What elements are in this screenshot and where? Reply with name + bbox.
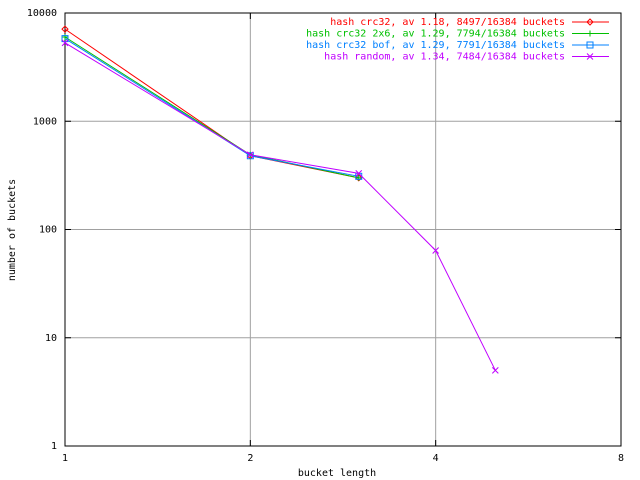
point bbox=[586, 18, 594, 26]
point bbox=[61, 25, 69, 33]
marker-shape bbox=[61, 25, 69, 33]
y-axis-label: number of buckets bbox=[7, 179, 18, 281]
marker-stroke bbox=[586, 53, 594, 60]
point bbox=[246, 151, 254, 159]
point bbox=[61, 35, 69, 43]
marker-stroke bbox=[246, 151, 254, 159]
point bbox=[355, 174, 363, 182]
legend-label: hash crc32 2x6, av 1.29, 7794/16384 buck… bbox=[306, 29, 565, 40]
marker-shape bbox=[586, 41, 594, 49]
x-tick-label: 8 bbox=[618, 453, 624, 464]
marker-shape bbox=[586, 18, 594, 26]
marker-shape bbox=[61, 35, 69, 43]
point bbox=[587, 30, 593, 37]
point bbox=[61, 39, 69, 47]
y-tick-label: 10000 bbox=[27, 8, 57, 19]
marker-shape bbox=[355, 174, 363, 182]
y-tick-label: 100 bbox=[39, 225, 57, 236]
point bbox=[586, 53, 594, 60]
marker-stroke bbox=[61, 39, 69, 47]
plot-frame bbox=[64, 12, 622, 447]
legend-label: hash crc32, av 1.18, 8497/16384 buckets bbox=[330, 17, 565, 28]
y-tick-label: 10 bbox=[45, 333, 57, 344]
series-line bbox=[64, 36, 359, 179]
series-line bbox=[64, 38, 359, 177]
x-axis-label: bucket length bbox=[298, 468, 376, 479]
series-line bbox=[64, 42, 496, 371]
series-line bbox=[64, 28, 359, 179]
marker-stroke bbox=[491, 366, 499, 374]
point bbox=[355, 170, 363, 177]
marker-stroke bbox=[355, 170, 363, 177]
x-tick-label: 1 bbox=[62, 453, 68, 464]
point bbox=[432, 247, 440, 254]
legend-label: hash crc32 bof, av 1.29, 7791/16384 buck… bbox=[306, 40, 565, 51]
point bbox=[491, 366, 499, 374]
legend-label: hash random, av 1.34, 7484/16384 buckets bbox=[324, 52, 565, 63]
marker-stroke bbox=[432, 247, 440, 254]
point bbox=[586, 41, 594, 49]
y-tick-label: 1 bbox=[51, 441, 57, 452]
x-tick-label: 4 bbox=[433, 453, 439, 464]
x-tick-label: 2 bbox=[247, 453, 253, 464]
y-tick-label: 1000 bbox=[33, 116, 57, 127]
